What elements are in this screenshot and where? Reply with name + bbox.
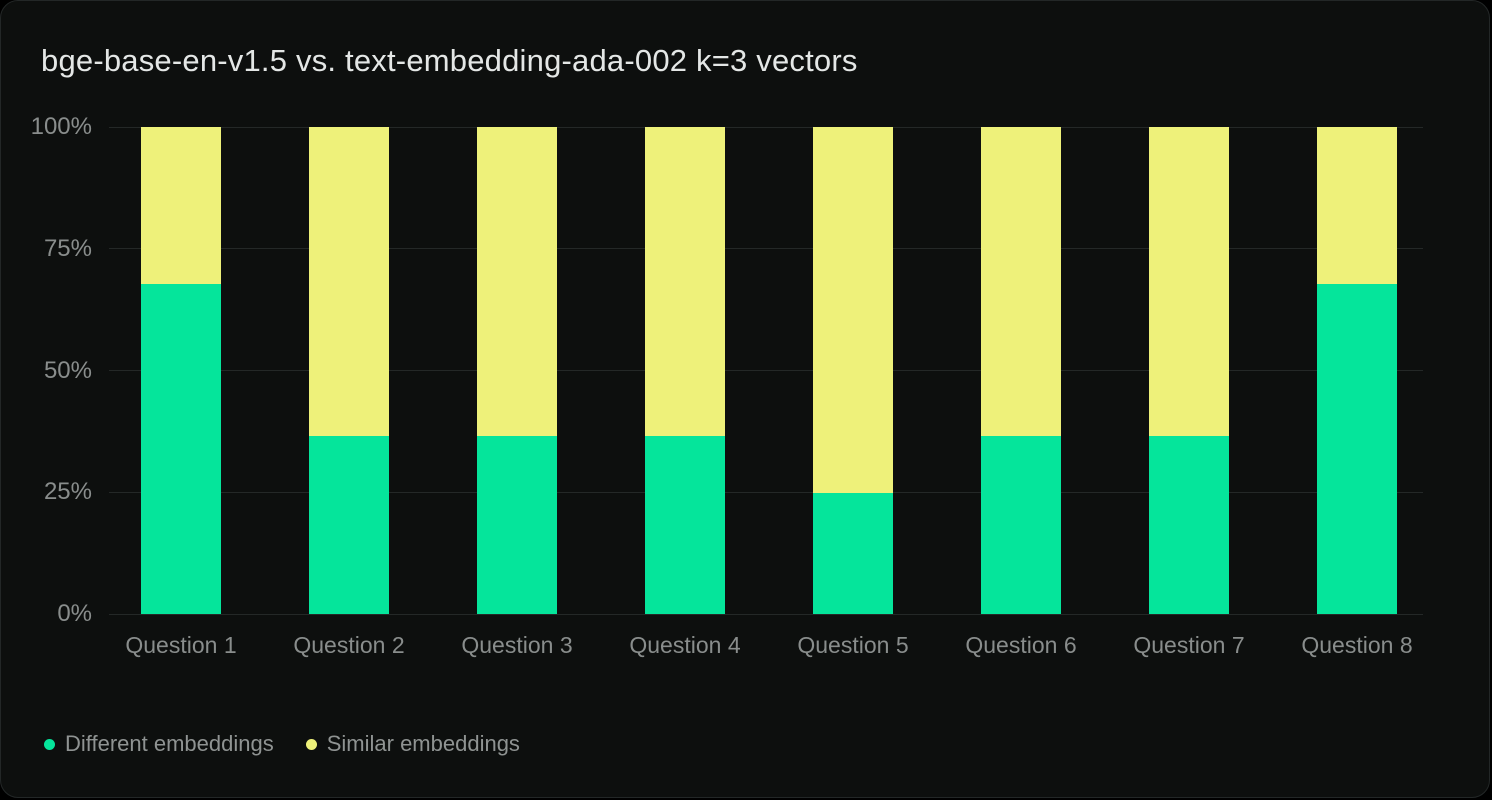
x-axis-tick-label-question-7: Question 7 (1133, 632, 1245, 658)
bar-segment-different-question-4 (645, 436, 725, 614)
bar-segment-different-question-5 (813, 492, 893, 614)
bar-segment-different-question-7 (1149, 436, 1229, 614)
bar-question-6 (981, 127, 1061, 614)
legend-label-different: Different embeddings (65, 731, 274, 756)
gridline-0 (109, 613, 1423, 615)
legend-dot-similar-icon (305, 738, 317, 750)
y-axis-tick-label-0: 0% (57, 600, 92, 627)
legend-item-similar-embeddings[interactable]: Similar embeddings (305, 731, 520, 757)
x-axis-tick-label-question-1: Question 1 (125, 632, 237, 658)
legend-label-similar: Similar embeddings (326, 731, 520, 756)
x-axis-tick-label-question-3: Question 3 (461, 632, 573, 658)
bar-segment-similar-question-1 (141, 127, 221, 285)
bar-segment-similar-question-7 (1149, 127, 1229, 437)
bar-question-5 (813, 127, 893, 614)
x-axis-tick-label-question-2: Question 2 (293, 632, 405, 658)
legend-item-different-embeddings[interactable]: Different embeddings (44, 731, 274, 757)
y-axis-tick-label-100: 100% (30, 113, 92, 140)
y-axis-tick-label-50: 50% (43, 356, 92, 384)
bar-question-8 (1317, 127, 1397, 614)
gridline-100 (109, 126, 1423, 128)
bar-segment-different-question-2 (309, 436, 389, 614)
x-axis-tick-label-question-4: Question 4 (629, 632, 741, 658)
legend: Different embeddings Similar embeddings (44, 731, 520, 757)
bar-question-2 (309, 127, 389, 614)
y-axis-tick-label-25: 25% (43, 478, 92, 506)
bar-segment-similar-question-2 (309, 127, 389, 437)
plot-area: 0% 25% 50% 75% 100% Question 1 Question 2 Quest… (31, 115, 1423, 658)
bar-question-1 (141, 127, 221, 614)
gridline-50 (109, 370, 1423, 371)
bar-question-7 (1149, 127, 1229, 614)
bar-segment-different-question-3 (477, 436, 557, 614)
x-axis-tick-label-question-6: Question 6 (965, 632, 1077, 658)
bar-segment-different-question-8 (1317, 284, 1397, 614)
bar-segment-different-question-1 (141, 284, 221, 614)
x-axis-tick-label-question-5: Question 5 (797, 632, 909, 658)
gridline-25 (109, 491, 1423, 493)
bar-question-4 (645, 127, 725, 614)
gridline-75 (109, 248, 1423, 250)
bar-segment-similar-question-5 (813, 127, 893, 493)
bar-segment-similar-question-4 (645, 127, 725, 437)
bar-question-3 (477, 127, 557, 614)
bar-segment-similar-question-8 (1317, 127, 1397, 285)
y-axis-tick-label-75: 75% (43, 234, 92, 262)
bar-segment-different-question-6 (981, 436, 1061, 614)
chart-title: bge-base-en-v1.5 vs. text-embedding-ada-… (41, 43, 858, 78)
bar-segment-similar-question-6 (981, 127, 1061, 437)
bar-segment-similar-question-3 (477, 127, 557, 437)
x-axis-tick-label-question-8: Question 8 (1301, 632, 1413, 658)
legend-dot-different-icon (44, 738, 55, 750)
